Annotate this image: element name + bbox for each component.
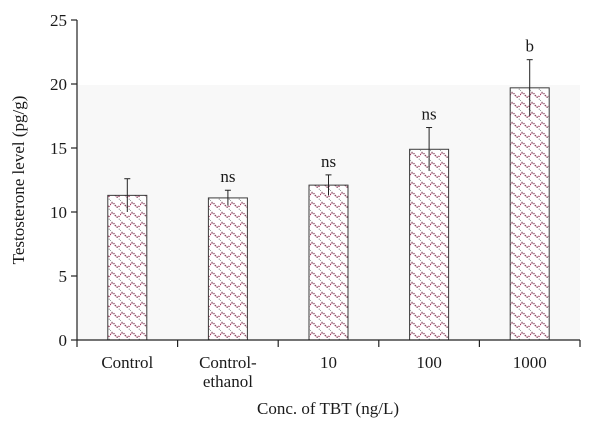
x-axis-title: Conc. of TBT (ng/L) (257, 399, 399, 418)
x-tick-label: Control (101, 353, 153, 372)
bar (509, 87, 550, 341)
significance-label: ns (321, 152, 336, 171)
y-axis-title: Testosterone level (pg/g) (9, 96, 28, 265)
y-tick-label: 0 (59, 331, 68, 350)
significance-label: b (525, 37, 534, 56)
x-tick-label: 10 (320, 353, 337, 372)
bar (207, 197, 248, 341)
y-tick-label: 15 (50, 139, 67, 158)
x-tick-label: Control-ethanol (199, 353, 257, 391)
bar (107, 194, 148, 341)
bar (308, 184, 349, 341)
y-tick-label: 5 (59, 267, 68, 286)
y-tick-label: 25 (50, 11, 67, 30)
significance-label: ns (220, 167, 235, 186)
y-tick-label: 10 (50, 203, 67, 222)
x-tick-label: 1000 (513, 353, 547, 372)
x-tick-label: 100 (416, 353, 442, 372)
bar (409, 148, 450, 341)
y-tick-label: 20 (50, 75, 67, 94)
significance-label: ns (422, 105, 437, 124)
